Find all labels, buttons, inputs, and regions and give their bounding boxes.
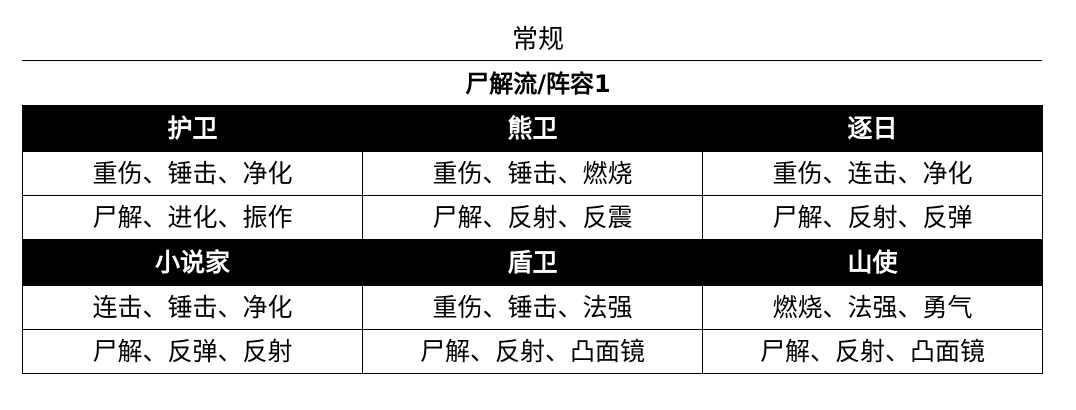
table-row: 连击、锤击、净化 重伤、锤击、法强 燃烧、法强、勇气 <box>22 285 1043 330</box>
table-row: 重伤、锤击、净化 重伤、锤击、燃烧 重伤、连击、净化 <box>22 151 1043 196</box>
table-row: 尸解、进化、振作 尸解、反射、反震 尸解、反射、反弹 <box>22 195 1043 240</box>
skill-cell: 燃烧、法强、勇气 <box>702 285 1043 330</box>
header-row: 小说家 盾卫 山使 <box>22 239 1043 286</box>
skill-cell: 重伤、锤击、法强 <box>362 285 703 330</box>
skill-cell: 重伤、锤击、燃烧 <box>362 151 703 196</box>
skill-cell: 尸解、反弹、反射 <box>22 329 363 374</box>
lineup-title: 尸解流/阵容1 <box>465 70 611 98</box>
skill-cell: 尸解、反射、凸面镜 <box>702 329 1043 374</box>
skill-cell: 尸解、反射、反震 <box>362 195 703 240</box>
skill-cell: 连击、锤击、净化 <box>22 285 363 330</box>
section-title: 常规 <box>511 25 564 55</box>
role-header: 熊卫 <box>362 105 703 152</box>
role-header: 小说家 <box>22 239 363 286</box>
lineup-table: 护卫 熊卫 逐日 重伤、锤击、净化 重伤、锤击、燃烧 重伤、连击、净化 尸解、进化、振作 尸解… <box>22 105 1043 374</box>
header-row: 护卫 熊卫 逐日 <box>22 105 1043 152</box>
role-header: 护卫 <box>22 105 363 152</box>
skill-cell: 重伤、锤击、净化 <box>22 151 363 196</box>
title-divider <box>22 60 1042 61</box>
role-header: 盾卫 <box>362 239 703 286</box>
role-header: 山使 <box>702 239 1043 286</box>
skill-cell: 尸解、进化、振作 <box>22 195 363 240</box>
skill-cell: 尸解、反射、反弹 <box>702 195 1043 240</box>
skill-cell: 尸解、反射、凸面镜 <box>362 329 703 374</box>
role-header: 逐日 <box>702 105 1043 152</box>
skill-cell: 重伤、连击、净化 <box>702 151 1043 196</box>
table-row: 尸解、反弹、反射 尸解、反射、凸面镜 尸解、反射、凸面镜 <box>22 329 1043 374</box>
